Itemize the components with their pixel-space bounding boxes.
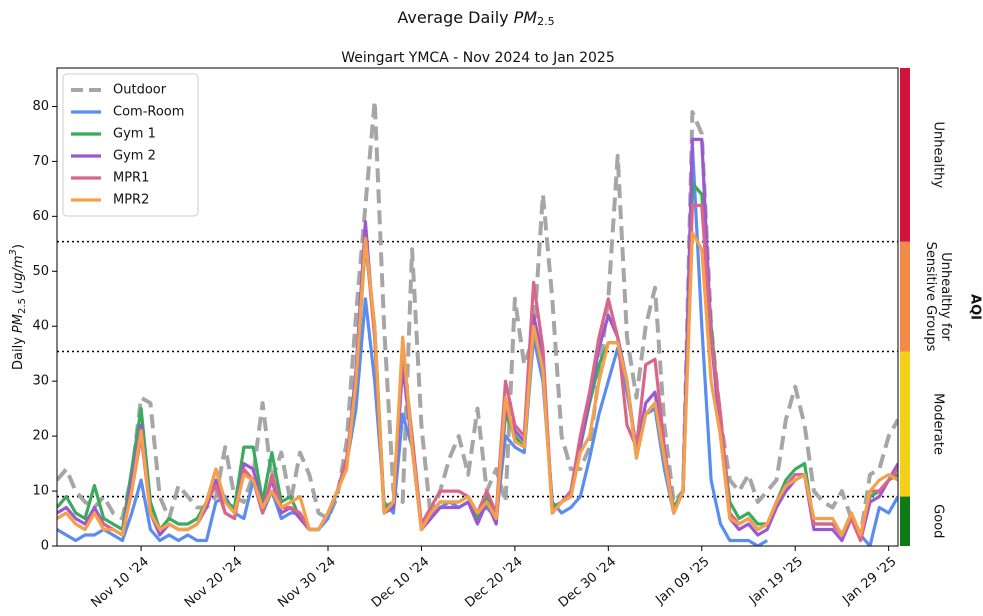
aqi-label: AQI — [968, 294, 983, 320]
chart-title: Average Daily PM2.5 — [397, 8, 554, 28]
aqi-band — [900, 351, 910, 497]
y-tick-label: 60 — [32, 209, 49, 224]
title-subscript: 2.5 — [537, 15, 555, 28]
legend-label: Gym 1 — [113, 127, 156, 142]
x-tick-label: Dec 20 '24 — [462, 554, 525, 611]
y-tick-label: 40 — [32, 319, 49, 334]
y-tick-label: 50 — [32, 264, 49, 279]
ylabel-unit-open: ( — [11, 289, 26, 294]
x-tick-label: Dec 30 '24 — [556, 554, 619, 611]
y-tick-label: 80 — [32, 99, 49, 114]
legend-label: Outdoor — [113, 83, 167, 98]
y-tick-label: 0 — [41, 539, 49, 554]
aqi-band — [900, 68, 910, 242]
y-tick-label: 70 — [32, 154, 49, 169]
ylabel-unit-power: 3 — [8, 249, 19, 255]
legend-label: MPR2 — [113, 193, 149, 208]
x-tick-label: Nov 20 '24 — [182, 554, 245, 611]
aqi-band-label: Sensitive Groups — [923, 242, 938, 352]
chart-subtitle: Weingart YMCA - Nov 2024 to Jan 2025 — [341, 50, 615, 66]
x-tick-label: Nov 30 '24 — [275, 554, 338, 611]
y-tick-label: 20 — [32, 429, 49, 444]
aqi-band — [900, 496, 910, 546]
ylabel-prefix: Daily — [11, 337, 26, 370]
legend-label: MPR1 — [113, 171, 149, 186]
series-line — [57, 231, 898, 537]
legend-box — [62, 73, 199, 217]
legend-label: Gym 2 — [113, 149, 156, 164]
x-tick-label: Dec 10 '24 — [369, 554, 432, 611]
x-tick-label: Jan 29 '25 — [839, 554, 899, 608]
ylabel-symbol: PM — [11, 314, 26, 333]
aqi-band-label: Moderate — [931, 393, 946, 455]
x-tick-label: Jan 09 '25 — [652, 554, 712, 608]
x-tick-label: Nov 10 '24 — [88, 554, 151, 611]
aqi-band-label: Good — [931, 504, 946, 538]
aqi-band — [900, 241, 910, 352]
aqi-band-label: Unhealthy for — [938, 252, 953, 341]
y-tick-label: 10 — [32, 484, 49, 499]
x-tick-label: Jan 19 '25 — [746, 554, 806, 608]
legend-label: Com-Room — [113, 105, 184, 120]
title-text: Average Daily — [397, 8, 508, 27]
ylabel-unit: ug/m — [11, 255, 26, 289]
series-line — [57, 181, 898, 537]
title-symbol: PM — [514, 8, 538, 27]
series-line — [57, 99, 898, 537]
aqi-band-label: Unhealthy — [931, 122, 946, 189]
y-tick-label: 30 — [32, 374, 49, 389]
series-line — [859, 495, 898, 546]
ylabel-unit-close: ) — [11, 244, 26, 249]
ylabel-subscript: 2.5 — [17, 298, 28, 314]
y-axis-label: Daily PM2.5 (ug/m3) — [8, 244, 28, 370]
plot-frame — [56, 67, 899, 547]
